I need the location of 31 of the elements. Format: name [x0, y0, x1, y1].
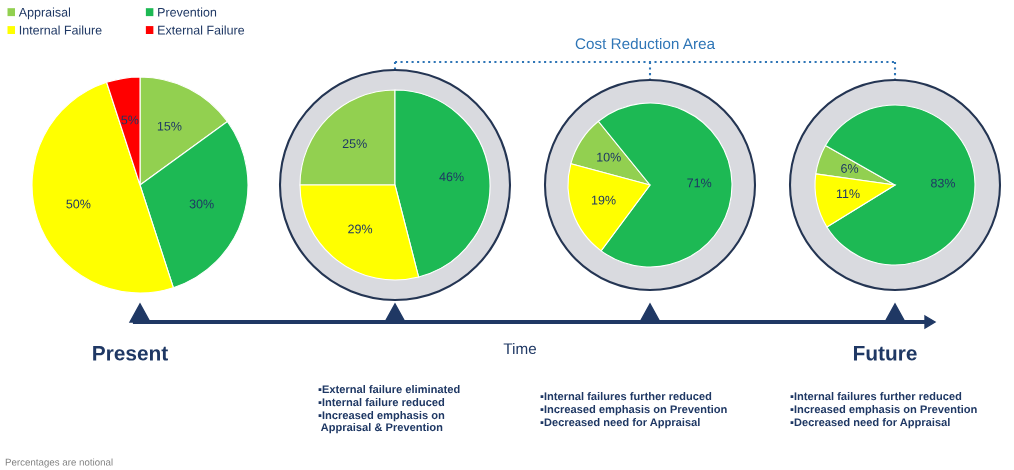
legend-label: Appraisal	[18, 7, 71, 20]
text: ▪Increased emphasis on Prevention	[540, 405, 727, 416]
text: ▪Internal failure reduced	[318, 398, 445, 407]
data-label: 15%	[157, 121, 182, 131]
text: Future	[853, 346, 917, 361]
data-label: 46%	[439, 172, 464, 182]
text: ▪Decreased need for Appraisal	[790, 418, 950, 429]
text: ▪Increased emphasis on Prevention	[790, 405, 977, 416]
text: ▪Internal failures further reduced	[790, 392, 962, 401]
data-label: 71%	[687, 178, 712, 188]
data-label: 25%	[342, 139, 367, 149]
text: ▪Internal failures further reduced	[540, 392, 712, 401]
data-label: 11%	[836, 189, 860, 199]
data-label: 19%	[591, 195, 616, 205]
data-label: 30%	[189, 199, 214, 209]
text: Cost Reduction Area	[575, 37, 716, 50]
text: ▪External failure eliminated	[318, 385, 460, 394]
legend-label: Internal Failure	[19, 25, 102, 35]
text: Percentages are notional	[5, 458, 113, 468]
legend-label: External Failure	[158, 25, 245, 35]
text: ▪Decreased need for Appraisal	[540, 418, 700, 429]
text: ▪Increased emphasis on Appraisal & Prevention	[318, 411, 445, 434]
data-label: 50%	[66, 199, 91, 209]
data-label: 10%	[597, 152, 621, 162]
data-label: 29%	[348, 224, 373, 234]
data-label: 6%	[841, 164, 859, 173]
data-label: 83%	[931, 178, 956, 188]
text: Time	[503, 342, 537, 355]
legend-label: Prevention	[158, 7, 217, 17]
text: Present	[93, 346, 168, 361]
data-label: 5%	[121, 115, 139, 125]
